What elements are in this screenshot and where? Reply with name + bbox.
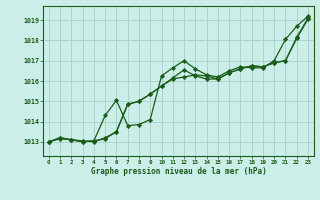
X-axis label: Graphe pression niveau de la mer (hPa): Graphe pression niveau de la mer (hPa) <box>91 167 266 176</box>
